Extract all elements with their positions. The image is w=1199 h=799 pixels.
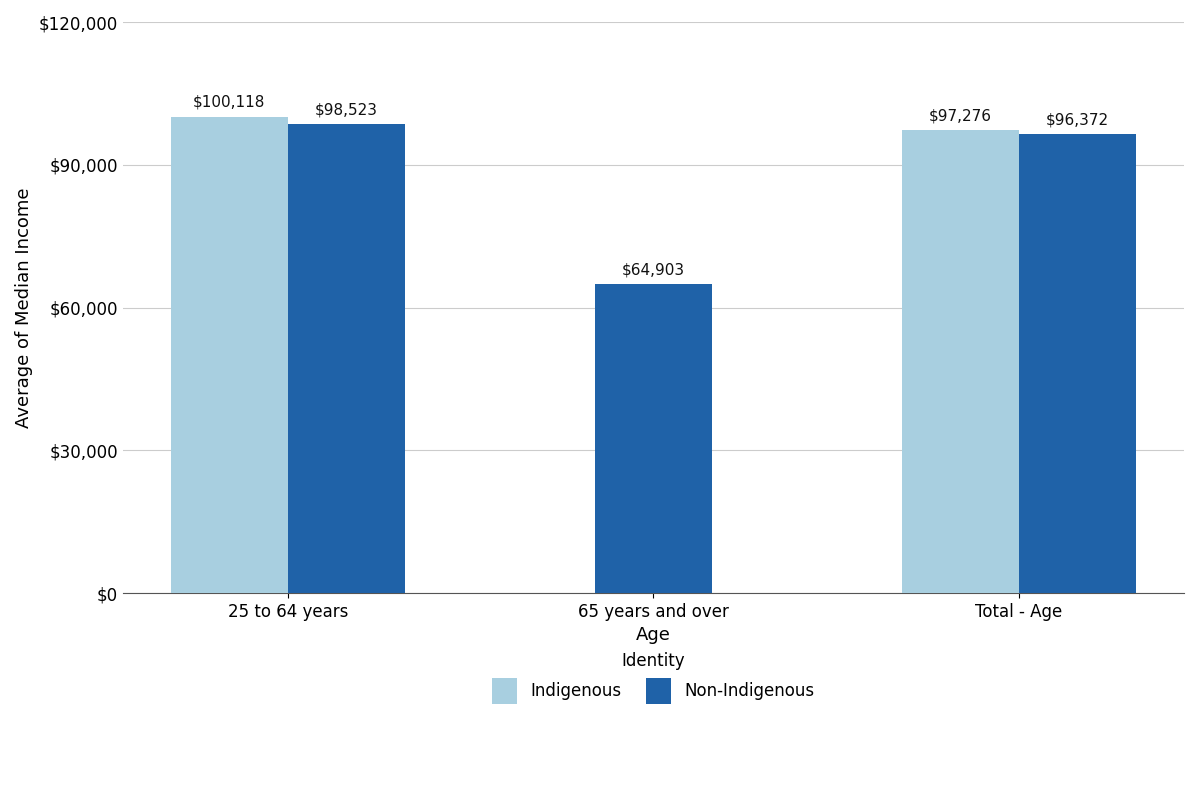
Text: $64,903: $64,903 (622, 262, 685, 277)
Bar (288, 124, 405, 593)
X-axis label: Age: Age (635, 626, 670, 644)
Legend: Indigenous, Non-Indigenous: Indigenous, Non-Indigenous (486, 645, 821, 710)
Text: $96,372: $96,372 (1046, 113, 1109, 127)
Bar (902, 130, 1019, 593)
Text: $98,523: $98,523 (315, 102, 378, 117)
Y-axis label: Average of Median Income: Average of Median Income (16, 187, 34, 427)
Bar (595, 284, 712, 593)
Bar (1019, 134, 1135, 593)
Bar (171, 117, 288, 593)
Text: $97,276: $97,276 (929, 108, 992, 123)
Text: $100,118: $100,118 (193, 94, 265, 109)
